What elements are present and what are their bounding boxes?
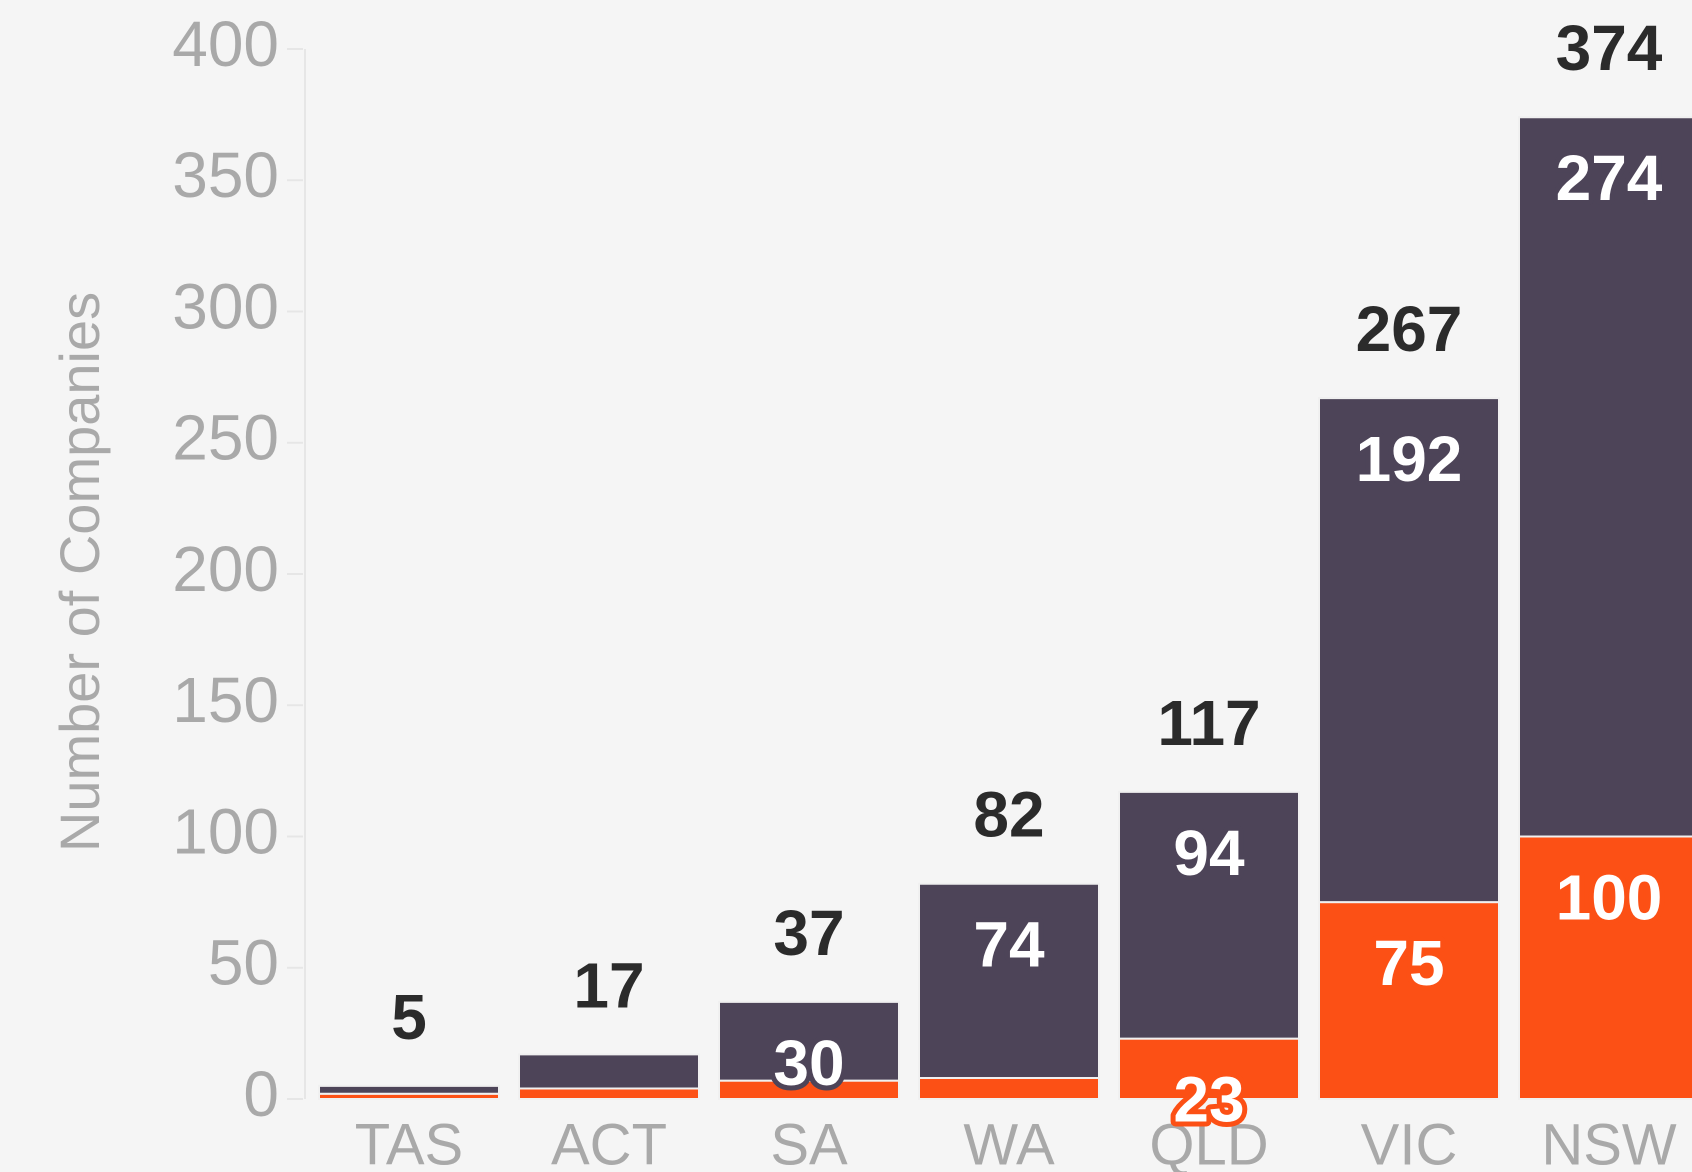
x-tick-label: ACT <box>551 1112 667 1172</box>
y-axis-label: Number of Companies <box>48 292 111 852</box>
segment-label: 94 <box>1173 817 1245 889</box>
x-tick-label: VIC <box>1361 1112 1458 1172</box>
bar-segment <box>918 882 1100 1079</box>
y-tick-label: 50 <box>208 927 279 999</box>
y-tick-label: 0 <box>243 1058 279 1130</box>
y-tick-label: 100 <box>172 795 279 867</box>
bar-segment <box>1318 397 1500 904</box>
total-label: 17 <box>573 949 644 1021</box>
x-tick-label: QLD <box>1149 1112 1268 1172</box>
y-tick-label: 400 <box>172 8 279 80</box>
segment-label: 30 <box>773 1027 844 1099</box>
x-tick-label: SA <box>770 1112 848 1172</box>
bar-segment <box>1518 835 1692 1100</box>
segment-label: 75 <box>1373 927 1444 999</box>
total-label: 374 <box>1556 12 1663 84</box>
total-label: 82 <box>973 779 1044 851</box>
total-label: 5 <box>391 981 427 1053</box>
y-tick-label: 200 <box>172 533 279 605</box>
bar-segment <box>318 1084 500 1095</box>
y-tick-label: 250 <box>172 402 279 474</box>
total-label: 117 <box>1157 687 1260 759</box>
segment-label: 100 <box>1556 861 1663 933</box>
y-tick-label: 350 <box>172 139 279 211</box>
bar-segment <box>1518 116 1692 838</box>
y-tick-label: 300 <box>172 270 279 342</box>
bar-segment <box>518 1087 700 1100</box>
y-tick-label: 150 <box>172 664 279 736</box>
segment-label: 74 <box>973 909 1045 981</box>
segment-label: 23 <box>1173 1064 1244 1136</box>
bar-segment <box>718 1000 900 1082</box>
bar-segment <box>518 1053 700 1090</box>
total-label: 267 <box>1356 293 1463 365</box>
segment-label: 192 <box>1356 423 1463 495</box>
x-tick-label: NSW <box>1541 1112 1677 1172</box>
x-tick-label: TAS <box>355 1112 464 1172</box>
bar-segment <box>918 1077 1100 1100</box>
total-label: 37 <box>773 897 844 969</box>
segment-label: 274 <box>1556 142 1663 214</box>
bar-segment <box>1118 790 1300 1040</box>
x-tick-label: WA <box>963 1112 1055 1172</box>
